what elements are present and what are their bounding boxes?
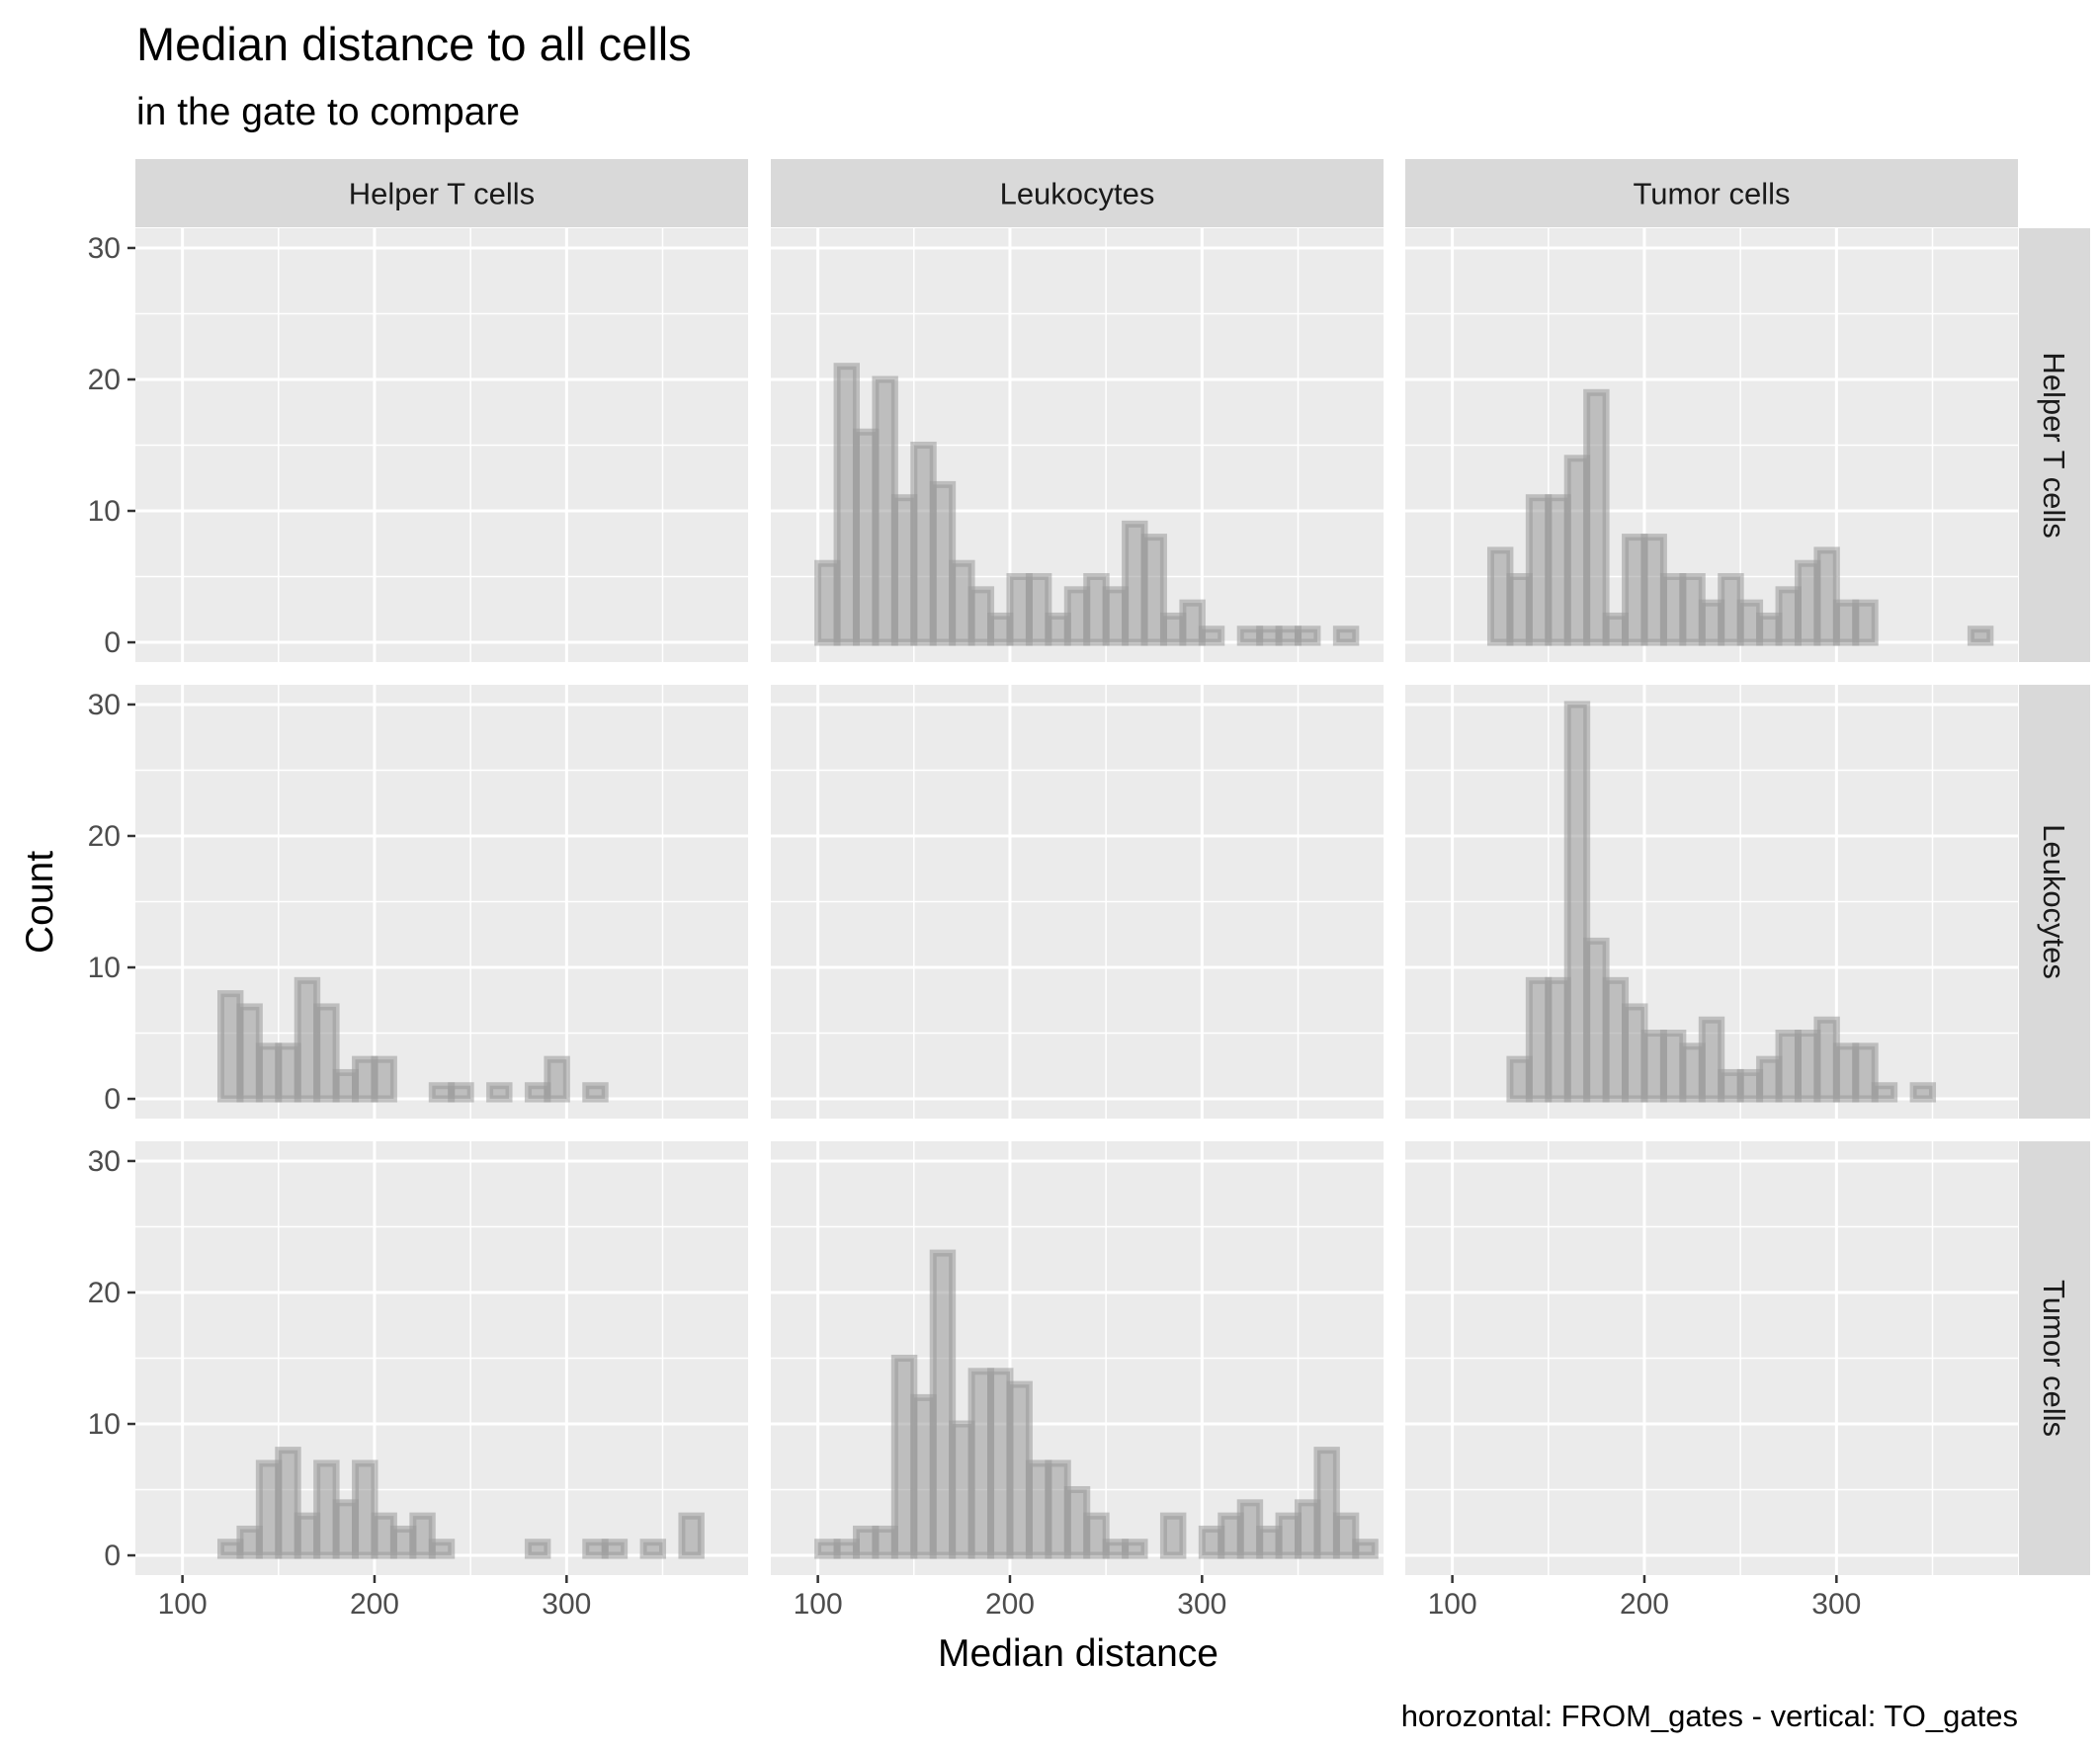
histogram-bar [1813,546,1840,646]
histogram-bar [582,1082,609,1103]
histogram-bar [409,1512,436,1559]
histogram-bar [929,1249,957,1559]
facet-panel [1405,685,2018,1119]
y-tick-label: 0 [104,1083,121,1116]
histogram-bar [1159,1512,1187,1559]
histogram-bar [1140,534,1167,646]
x-tick-label: 100 [1428,1588,1477,1621]
x-tick-label: 300 [1177,1588,1226,1621]
x-tick-label: 200 [1620,1588,1669,1621]
histogram-bar [601,1539,629,1559]
histogram-bar [1852,1042,1879,1103]
histogram-bar [1313,1447,1340,1559]
facet-panel: 0 10 20 30 [88,685,748,1119]
histogram-bar [352,1459,378,1559]
histogram-bar [1909,1082,1937,1103]
facet-panel: 0 10 20 30 [88,228,748,662]
histogram-bar [275,1447,301,1559]
histogram-bar [1295,625,1321,646]
row-strip [2019,228,2090,662]
facet-panel [771,228,1384,662]
row-strip-label: Tumor cells [2037,1280,2071,1437]
x-tick-label: 100 [158,1588,208,1621]
facet-grid: Helper T cells Leukocytes Tumor cells Helpe… [88,159,2090,1621]
histogram-bar [1352,1539,1379,1559]
histogram-bar [544,1055,570,1103]
chart-subtitle: in the gate to compare [136,91,520,133]
facet-panel: 100 200 300 [771,1141,1384,1621]
histogram-bar [524,1539,551,1559]
y-tick-label: 10 [88,952,121,984]
histogram-bar [1332,625,1360,646]
y-tick-label: 30 [88,232,121,265]
column-strip-label: Leukocytes [1000,177,1155,211]
x-tick-label: 200 [985,1588,1035,1621]
column-strip-label: Tumor cells [1633,177,1790,211]
y-tick-label: 10 [88,1408,121,1441]
y-tick-label: 0 [104,1540,121,1572]
y-tick-label: 30 [88,689,121,721]
x-axis-title: Median distance [938,1632,1218,1675]
y-axis-title: Count [19,851,61,954]
y-tick-label: 10 [88,495,121,528]
histogram-bar [1698,1016,1725,1103]
histogram-bar [678,1512,705,1559]
x-tick-label: 300 [1811,1588,1861,1621]
column-strip [135,159,748,227]
row-strip [2019,685,2090,1119]
histogram-bar [639,1539,667,1559]
facet-panel [1405,228,2018,662]
histogram-bar [1025,573,1052,646]
y-tick-label: 0 [104,626,121,659]
column-strip-label: Helper T cells [349,177,535,211]
facet-panel: 100 200 300 [1405,1141,2018,1621]
histogram-bar [1332,1512,1360,1559]
histogram-bar [1083,1512,1110,1559]
histogram-bar [1583,388,1610,646]
histogram-bar [371,1055,397,1103]
histogram-bar [1871,1082,1898,1103]
histogram-bar [1967,625,1994,646]
histogram-bar [313,1003,340,1103]
histogram-bar [1179,599,1206,646]
y-tick-label: 20 [88,364,121,396]
row-strip-label: Helper T cells [2037,352,2071,538]
histogram-bar [486,1082,513,1103]
chart-caption: horozontal: FROM_gates - vertical: TO_ga… [1401,1699,2018,1733]
histogram-bar [1122,1539,1148,1559]
facet-panel: 0 10 20 30 100 200 300 [88,1141,748,1621]
column-strip [771,159,1384,227]
histogram-bar [428,1539,456,1559]
row-strip [2019,1141,2090,1575]
y-tick-label: 20 [88,1277,121,1309]
y-tick-label: 30 [88,1145,121,1178]
x-tick-label: 100 [794,1588,843,1621]
histogram-bar [1198,625,1225,646]
x-tick-label: 200 [350,1588,399,1621]
histogram-bar [1852,599,1879,646]
x-tick-label: 300 [542,1588,591,1621]
y-tick-label: 20 [88,820,121,853]
row-strip-label: Leukocytes [2037,824,2071,979]
facet-panel [771,685,1384,1119]
chart-title: Median distance to all cells [136,18,692,70]
column-strip [1405,159,2018,227]
histogram-bar [1563,701,1591,1103]
histogram-bar [448,1082,474,1103]
